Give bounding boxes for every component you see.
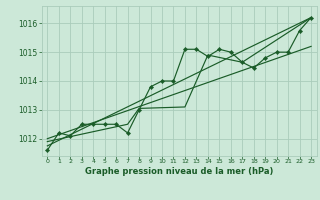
X-axis label: Graphe pression niveau de la mer (hPa): Graphe pression niveau de la mer (hPa) [85,167,273,176]
